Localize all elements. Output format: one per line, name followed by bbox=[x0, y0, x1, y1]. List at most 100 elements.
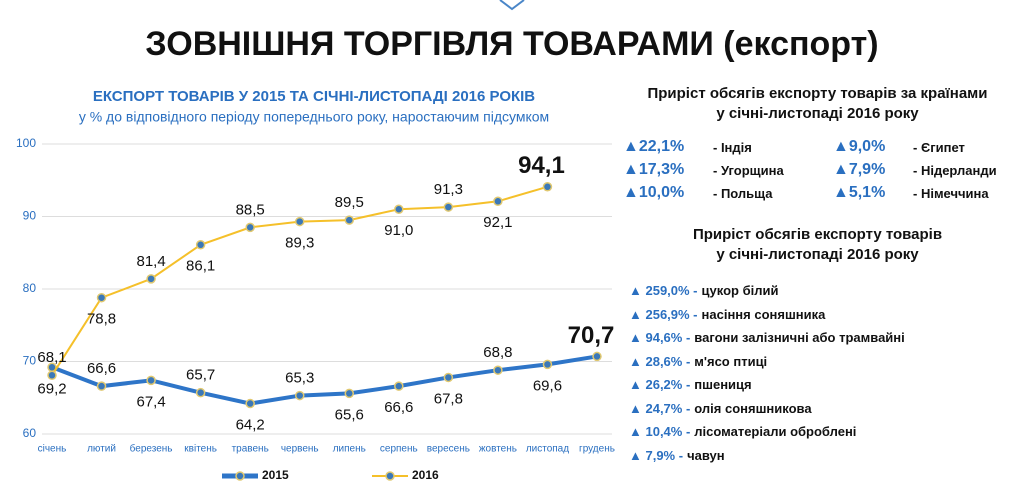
country-value: ▲9,0% bbox=[833, 138, 886, 155]
heading-line: у січні-листопаді 2016 року bbox=[716, 105, 919, 122]
product-name: вагони залізничні або трамвайні bbox=[694, 330, 905, 345]
countries-list: ▲22,1% - Індія ▲9,0% - Єгипет ▲17,3% - Угорщи… bbox=[623, 138, 1020, 203]
point bbox=[493, 365, 503, 375]
y-tick-label: 60 bbox=[23, 426, 37, 440]
data-label: 68,8 bbox=[483, 344, 512, 361]
point bbox=[592, 351, 602, 362]
x-tick-label: серпень bbox=[380, 444, 418, 455]
data-label: 81,4 bbox=[136, 253, 165, 270]
point bbox=[394, 204, 404, 214]
x-tick-label: вересень bbox=[427, 444, 470, 455]
product-value: ▲ 259,0% - bbox=[629, 283, 698, 298]
product-item: ▲ 94,6% - вагони залізничні або трамвайні bbox=[629, 326, 1020, 350]
product-item: ▲ 259,0% - цукор білий bbox=[629, 279, 1020, 303]
x-tick-label: жовтень bbox=[479, 444, 517, 455]
x-tick-label: лютий bbox=[87, 444, 116, 455]
y-tick-label: 100 bbox=[16, 136, 36, 150]
point bbox=[344, 215, 355, 225]
product-name: цукор білий bbox=[701, 283, 779, 298]
country-value: ▲22,1% bbox=[623, 138, 685, 155]
data-label: 65,6 bbox=[335, 406, 364, 423]
point bbox=[294, 390, 305, 401]
point bbox=[493, 196, 503, 207]
data-label: 67,4 bbox=[136, 393, 165, 410]
point bbox=[195, 240, 206, 250]
y-tick-label: 80 bbox=[23, 281, 37, 295]
product-name: лісоматеріали оброблені bbox=[694, 424, 857, 439]
product-value: ▲ 26,2% - bbox=[629, 377, 691, 392]
right-panel: Приріст обсягів експорту товарів за краї… bbox=[615, 84, 1020, 467]
product-item: ▲ 28,6% - м'ясо птиці bbox=[629, 350, 1020, 374]
country-name: - Індія bbox=[713, 140, 752, 155]
country-name: - Єгипет bbox=[913, 140, 965, 155]
country-name: - Польща bbox=[713, 186, 773, 201]
product-item: ▲ 256,9% - насіння соняшника bbox=[629, 303, 1020, 327]
data-label: 66,6 bbox=[87, 360, 116, 377]
country-value: ▲10,0% bbox=[623, 184, 685, 201]
chart-title: ЕКСПОРТ ТОВАРІВ У 2015 ТА СІЧНІ-ЛИСТОПАД… bbox=[93, 88, 535, 105]
chart-subtitle: у % до відповідного періоду попереднього… bbox=[79, 109, 549, 125]
data-label: 94,1 bbox=[518, 152, 565, 179]
point bbox=[443, 202, 454, 212]
series-line bbox=[51, 354, 598, 406]
legend-label: 2016 bbox=[412, 468, 439, 482]
data-label: 91,0 bbox=[384, 222, 413, 239]
data-label: 69,6 bbox=[533, 377, 562, 394]
point bbox=[542, 182, 553, 192]
product-name: чавун bbox=[687, 447, 725, 463]
country-value: ▲7,9% bbox=[833, 161, 886, 178]
product-value: ▲ 7,9% - bbox=[629, 447, 684, 463]
heading-line: у січні-листопаді 2016 року bbox=[716, 246, 919, 263]
data-label: 89,5 bbox=[335, 194, 364, 211]
product-value: ▲ 256,9% - bbox=[629, 306, 698, 322]
data-label: 91,3 bbox=[434, 181, 463, 198]
data-label: 92,1 bbox=[483, 214, 512, 231]
data-label: 66,6 bbox=[384, 399, 413, 416]
country-value: ▲17,3% bbox=[623, 161, 685, 178]
data-label: 86,1 bbox=[186, 258, 215, 275]
data-label: 78,8 bbox=[87, 311, 116, 328]
product-name: насіння соняшника bbox=[701, 306, 826, 322]
point bbox=[294, 216, 305, 227]
product-value: ▲ 10,4% - bbox=[629, 424, 691, 439]
data-label: 68,1 bbox=[37, 349, 66, 366]
product-item: ▲ 24,7% - олія соняшникова bbox=[629, 397, 1020, 421]
point bbox=[96, 381, 107, 391]
heading-line: Приріст обсягів експорту товарів за краї… bbox=[647, 85, 988, 102]
data-label: 64,2 bbox=[236, 417, 265, 434]
data-label: 67,8 bbox=[434, 390, 463, 407]
data-label: 65,7 bbox=[186, 367, 215, 384]
legend-label: 2015 bbox=[262, 468, 289, 482]
heading-line: Приріст обсягів експорту товарів bbox=[692, 226, 943, 243]
point bbox=[146, 375, 156, 386]
point bbox=[47, 370, 57, 381]
product-item: ▲ 26,2% - пшениця bbox=[629, 373, 1020, 397]
country-name: - Нідерланди bbox=[913, 163, 997, 178]
product-item: ▲ 7,9% - чавун bbox=[629, 444, 1020, 468]
series-line bbox=[51, 185, 548, 376]
x-tick-label: липень bbox=[333, 444, 366, 455]
x-tick-label: грудень bbox=[579, 444, 615, 455]
data-label: 88,5 bbox=[236, 201, 265, 218]
point bbox=[344, 388, 355, 399]
x-tick-label: січень bbox=[38, 444, 67, 455]
legend-marker bbox=[235, 471, 245, 481]
products-list: ▲ 259,0% - цукор білий ▲ 256,9% - насіння с… bbox=[629, 279, 1020, 467]
chevron bbox=[499, 0, 525, 11]
product-item: ▲ 10,4% - лісоматеріали оброблені bbox=[629, 420, 1020, 444]
slide-title: ЗОВНІШНЯ ТОРГІВЛЯ ТОВАРАМИ (експорт) bbox=[145, 25, 878, 63]
point bbox=[146, 274, 156, 284]
y-tick-label: 90 bbox=[23, 209, 37, 223]
data-label: 89,3 bbox=[285, 235, 314, 252]
point bbox=[394, 381, 404, 391]
y-tick-label: 70 bbox=[23, 354, 37, 368]
product-name: м'ясо птиці bbox=[694, 353, 768, 369]
point bbox=[96, 292, 107, 303]
x-tick-label: червень bbox=[281, 444, 319, 455]
x-tick-label: березень bbox=[130, 443, 173, 455]
countries-title: Приріст обсягів експорту товарів за краї… bbox=[615, 84, 1020, 124]
point bbox=[245, 398, 255, 409]
product-value: ▲ 24,7% - bbox=[629, 400, 691, 416]
